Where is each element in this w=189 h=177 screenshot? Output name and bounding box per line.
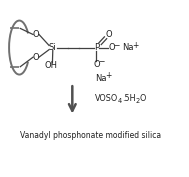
Text: −: − bbox=[98, 58, 105, 67]
Text: −: − bbox=[113, 41, 120, 50]
Text: Si: Si bbox=[49, 43, 57, 52]
Text: P: P bbox=[94, 43, 99, 52]
Text: 4: 4 bbox=[118, 98, 122, 104]
Text: Na: Na bbox=[95, 74, 107, 82]
Text: O: O bbox=[105, 30, 112, 39]
Text: O: O bbox=[93, 60, 100, 69]
Text: .5H: .5H bbox=[122, 94, 136, 103]
Text: O: O bbox=[33, 53, 39, 62]
Text: O: O bbox=[33, 30, 39, 39]
Text: +: + bbox=[132, 41, 138, 50]
Text: VOSO: VOSO bbox=[95, 94, 118, 103]
Text: OH: OH bbox=[44, 61, 57, 70]
Text: O: O bbox=[139, 94, 146, 103]
Text: 2: 2 bbox=[136, 98, 140, 104]
Text: Na: Na bbox=[122, 43, 134, 52]
Text: Vanadyl phosphonate modified silica: Vanadyl phosphonate modified silica bbox=[20, 131, 161, 140]
Text: O: O bbox=[108, 43, 115, 52]
Text: +: + bbox=[105, 72, 111, 81]
